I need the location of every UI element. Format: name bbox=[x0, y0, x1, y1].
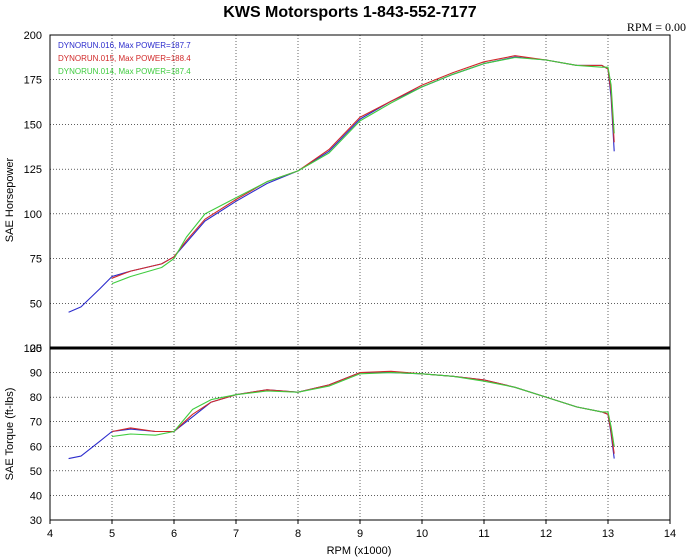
x-tick-label: 9 bbox=[357, 528, 363, 540]
hp-axis-label: SAE Horsepower bbox=[4, 157, 16, 242]
hp-y-tick-label: 75 bbox=[30, 254, 42, 266]
hp-y-tick-label: 25 bbox=[30, 343, 42, 355]
x-tick-label: 6 bbox=[171, 528, 177, 540]
x-axis-label: RPM (x1000) bbox=[327, 545, 392, 557]
hp-y-tick-label: 125 bbox=[24, 164, 42, 176]
hp-series-dynorun-014 bbox=[111, 56, 615, 285]
x-tick-label: 14 bbox=[664, 528, 676, 540]
torque-y-tick-label: 30 bbox=[30, 515, 42, 527]
x-tick-label: 4 bbox=[47, 528, 53, 540]
hp-y-tick-label: 200 bbox=[24, 30, 42, 42]
x-tick-label: 8 bbox=[295, 528, 301, 540]
torque-y-tick-label: 50 bbox=[30, 466, 42, 478]
torque-y-tick-label: 90 bbox=[30, 368, 42, 380]
torque-axis-label: SAE Torque (ft-lbs) bbox=[4, 388, 16, 481]
torque-y-tick-label: 70 bbox=[30, 417, 42, 429]
x-tick-label: 11 bbox=[478, 528, 489, 540]
torque-series-dynorun-014 bbox=[111, 372, 615, 447]
horsepower-panel: 25 50 75 100 125 150 175 200 bbox=[24, 30, 670, 355]
legend: DYNORUN.016, Max POWER=187.7 DYNORUN.015… bbox=[58, 41, 191, 76]
torque-plot-frame bbox=[49, 347, 671, 521]
hp-series-dynorun-016 bbox=[68, 56, 615, 313]
torque-y-tick-label: 60 bbox=[30, 441, 42, 453]
x-tick-label: 13 bbox=[602, 528, 614, 540]
legend-entry-run014: DYNORUN.014, Max POWER=187.4 bbox=[58, 67, 191, 76]
x-tick-label: 10 bbox=[416, 528, 428, 540]
torque-series-dynorun-016 bbox=[68, 372, 615, 460]
hp-y-tick-label: 50 bbox=[30, 298, 42, 310]
rpm-readout: RPM = 0.00 bbox=[627, 20, 686, 34]
torque-panel: 30 40 50 60 70 80 90 100 4 5 6 7 8 9 10 11 12 13 14 bbox=[24, 343, 676, 540]
legend-entry-run015: DYNORUN.015, Max POWER=188.4 bbox=[58, 54, 191, 63]
x-tick-label: 5 bbox=[109, 528, 115, 540]
x-tick-label: 7 bbox=[233, 528, 239, 540]
torque-y-tick-label: 100 bbox=[24, 343, 42, 355]
page-title: KWS Motorsports 1-843-552-7177 bbox=[223, 4, 477, 21]
legend-entry-run016: DYNORUN.016, Max POWER=187.7 bbox=[58, 41, 191, 50]
x-tick-label: 12 bbox=[540, 528, 552, 540]
hp-y-tick-label: 175 bbox=[24, 75, 42, 87]
torque-y-tick-label: 40 bbox=[30, 490, 42, 502]
torque-y-tick-label: 80 bbox=[30, 392, 42, 404]
torque-series-dynorun-015 bbox=[111, 370, 615, 454]
hp-series-dynorun-015 bbox=[111, 55, 615, 279]
hp-y-tick-label: 150 bbox=[24, 119, 42, 131]
hp-y-tick-label: 100 bbox=[24, 209, 42, 221]
